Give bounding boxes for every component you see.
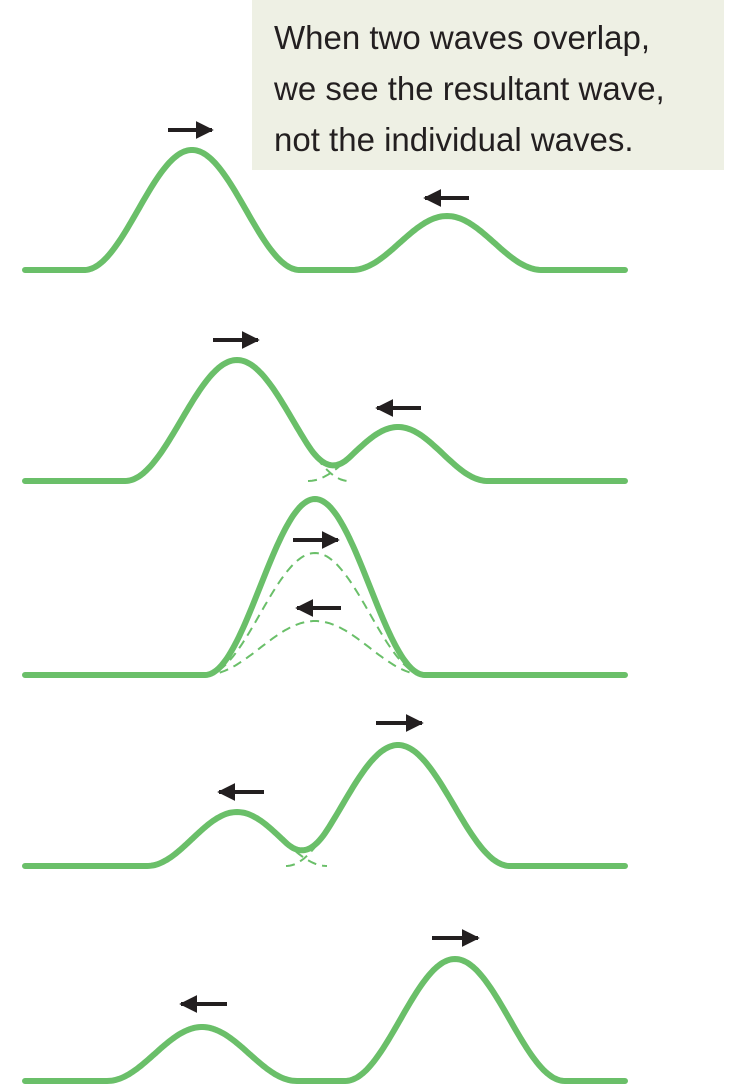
component-pulse-dashed bbox=[204, 551, 426, 676]
caption-box: When two waves overlap, we see the resul… bbox=[252, 0, 724, 170]
resultant-wave bbox=[22, 496, 628, 678]
component-pulse-dashed bbox=[124, 358, 350, 482]
wave-line bbox=[22, 147, 628, 273]
stage-full-overlap bbox=[22, 496, 628, 678]
stage-after-overlap bbox=[22, 929, 628, 1084]
stage-partial-overlap-separating bbox=[22, 714, 628, 869]
wave-line bbox=[22, 956, 628, 1084]
component-pulse-dashed bbox=[285, 743, 511, 867]
caption-line-2: we see the resultant wave, bbox=[274, 70, 665, 107]
caption-line-1: When two waves overlap, bbox=[274, 19, 651, 56]
resultant-wave bbox=[22, 742, 628, 869]
resultant-wave bbox=[22, 357, 628, 484]
stage-partial-overlap-approaching bbox=[22, 331, 628, 484]
stage-before-overlap bbox=[22, 121, 628, 273]
component-pulse-dashed bbox=[205, 620, 425, 676]
caption-line-3: not the individual waves. bbox=[274, 121, 634, 158]
